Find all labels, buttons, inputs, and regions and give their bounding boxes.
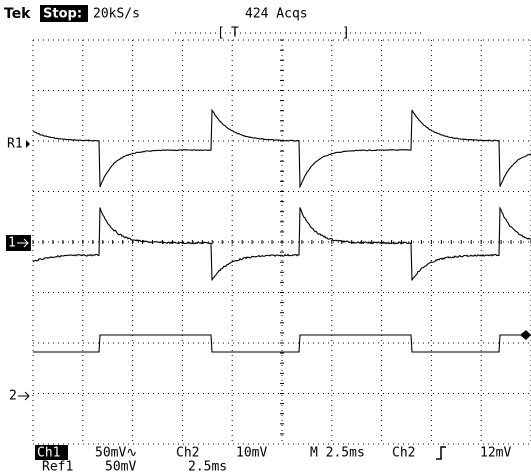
ch1-label: Ch1 — [37, 446, 60, 461]
ch1-box — [35, 445, 68, 460]
trigger-position: T — [231, 26, 239, 41]
ref1-scale: 50mV — [105, 460, 136, 475]
ch1-trace — [32, 206, 531, 281]
ch2-label: Ch2 — [176, 446, 199, 461]
trigger-level: 12mV — [480, 446, 511, 461]
ch1-arrow — [17, 238, 29, 248]
trigger-source: Ch2 — [392, 446, 415, 461]
window-left: [ — [217, 26, 225, 41]
timebase: M 2.5ms — [310, 446, 365, 461]
ref1-arrow — [26, 140, 30, 148]
ch1-marker: 1 — [8, 236, 16, 251]
ch2-scale: 10mV — [236, 446, 267, 461]
sample-rate: 20kS/s — [93, 7, 140, 22]
status-box — [40, 5, 88, 22]
status: Stop: — [43, 7, 82, 22]
ch2-trace — [33, 334, 531, 353]
ch2-arrow — [18, 391, 30, 401]
brand: Tek — [4, 6, 31, 22]
ch2-marker: 2 — [9, 389, 17, 404]
ref1-trace — [32, 108, 531, 189]
ref1-time: 2.5ms — [188, 460, 227, 475]
trigger-slope — [436, 446, 446, 460]
ref1-marker: R1 — [7, 137, 23, 152]
ref1-label: Ref1 — [42, 460, 73, 475]
traces — [32, 108, 531, 353]
trigger-level-marker — [520, 330, 531, 340]
graticule — [32, 39, 531, 445]
window-right: ] — [342, 26, 350, 41]
acquisitions: 424 Acqs — [245, 7, 308, 22]
ch1-scale: 50mV∿ — [95, 446, 137, 461]
